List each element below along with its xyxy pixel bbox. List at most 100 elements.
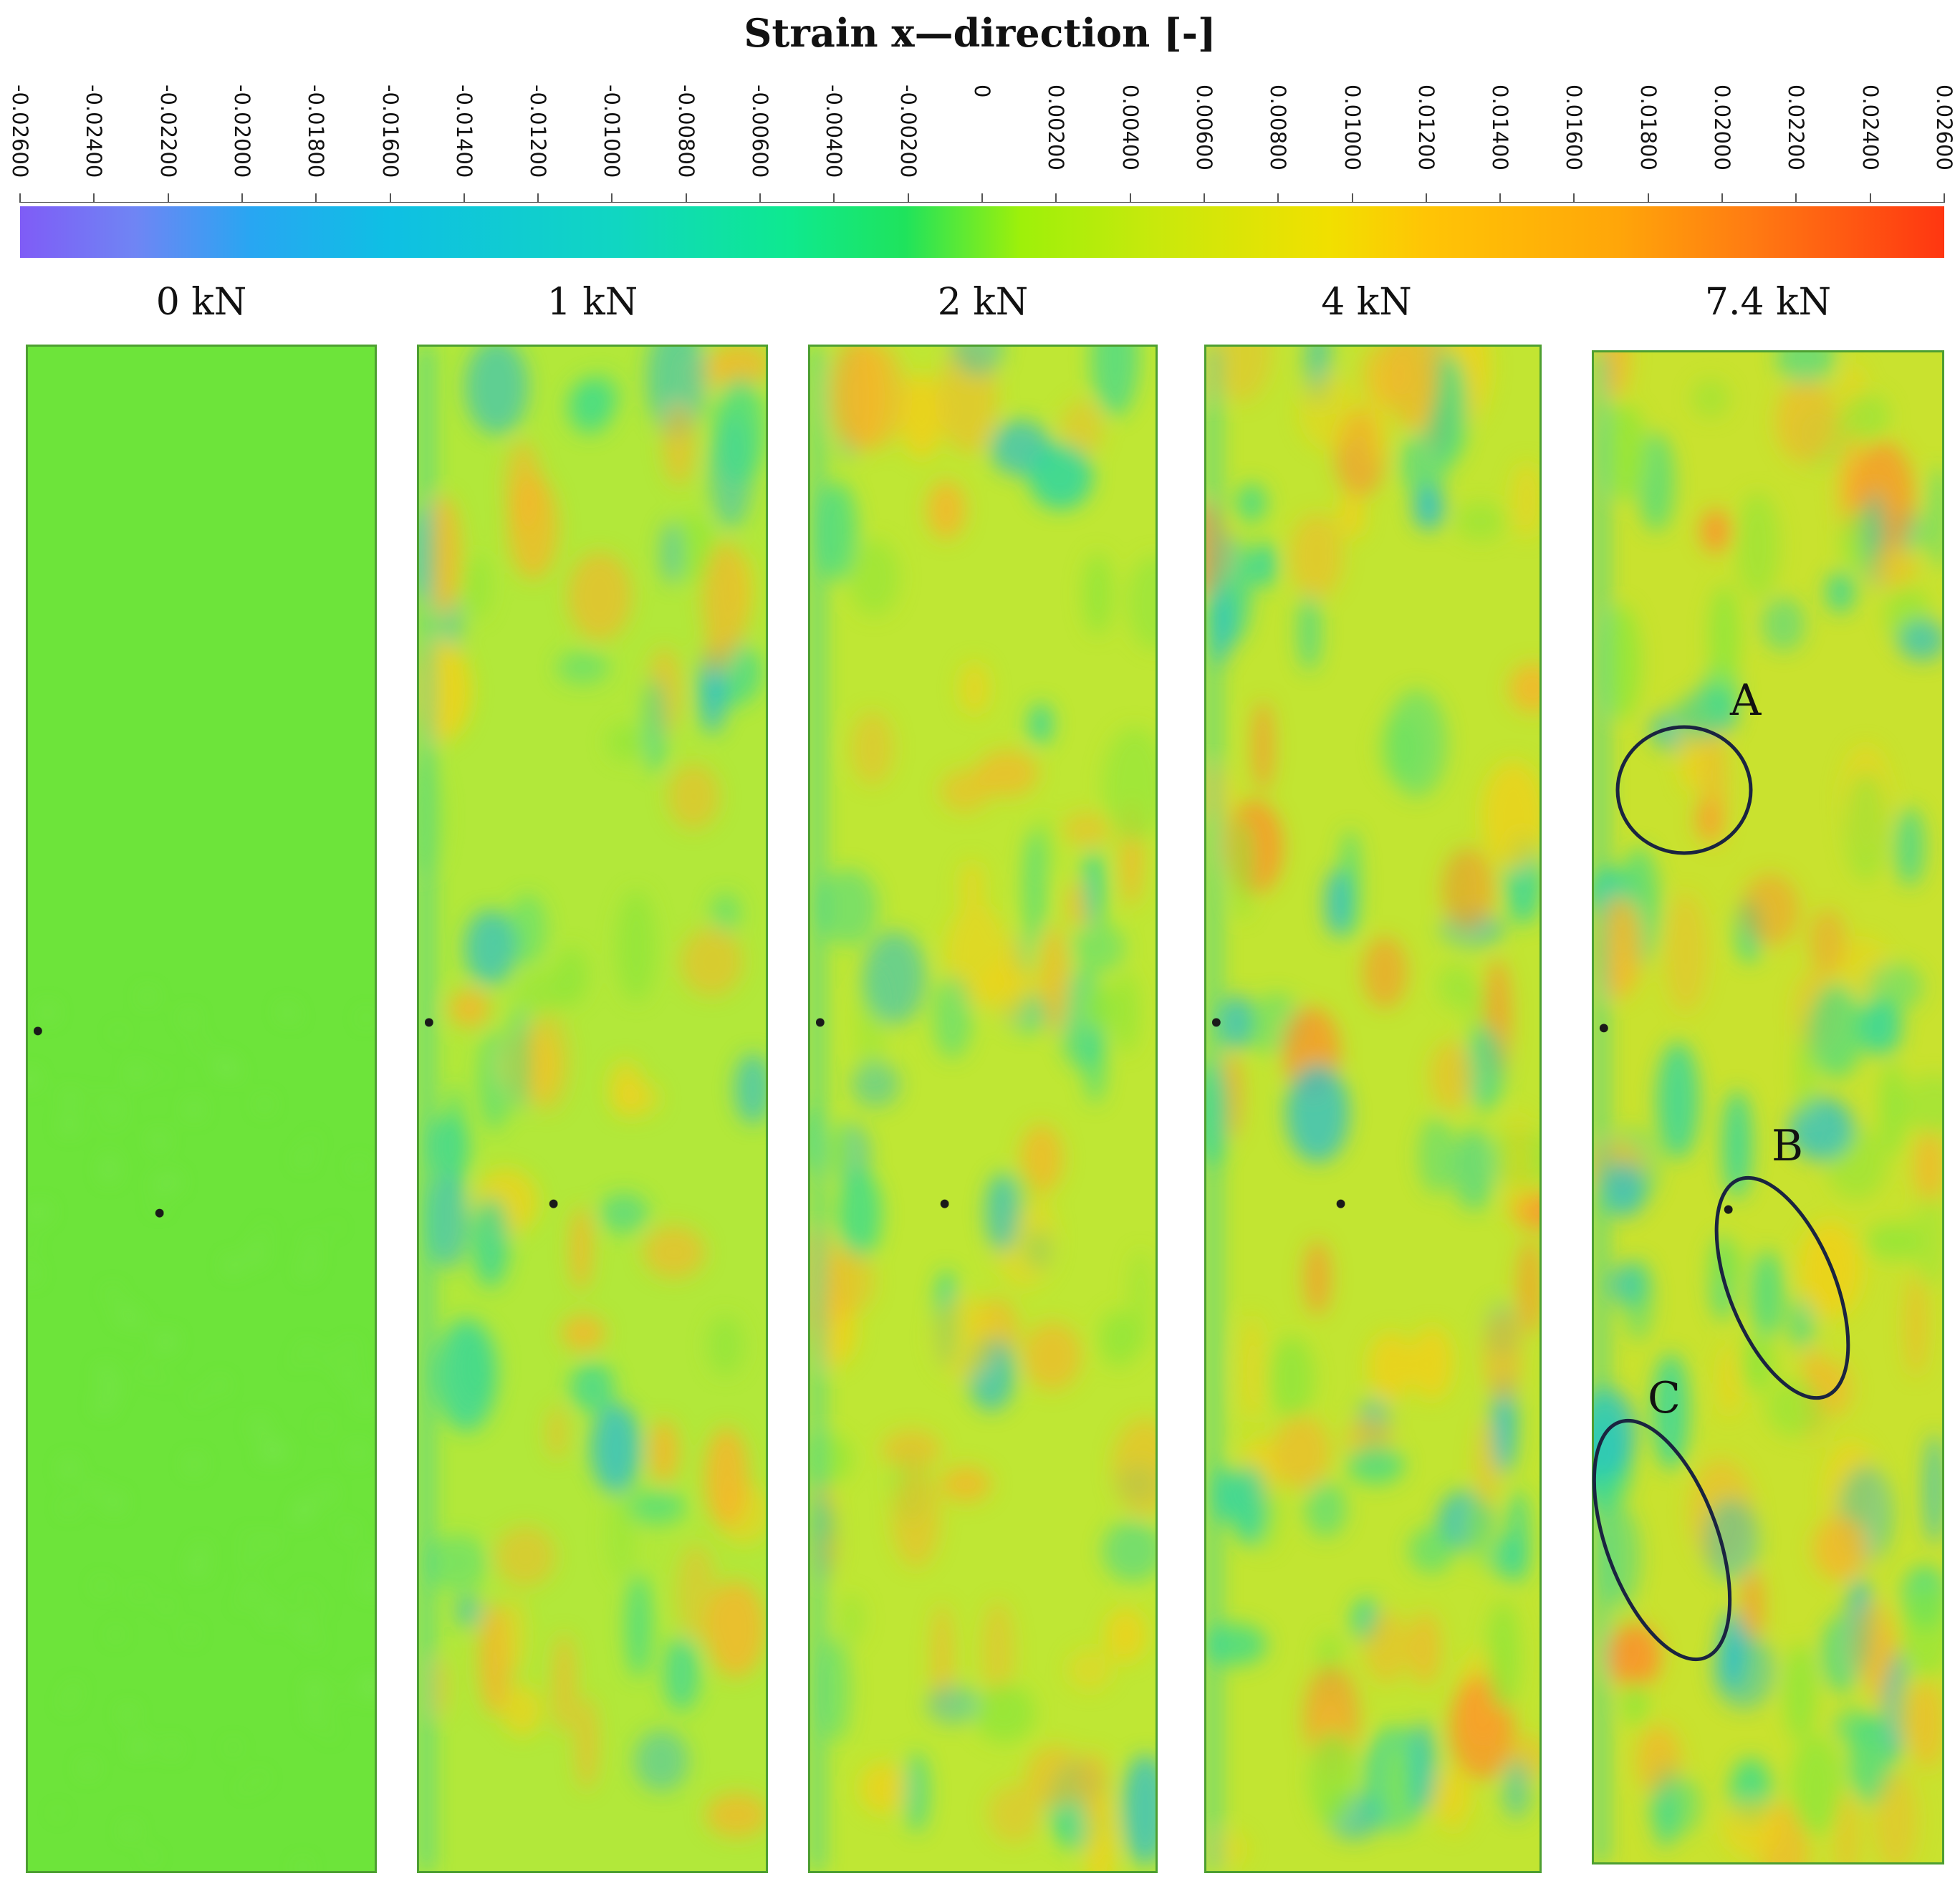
- speckle-dot: [62, 1118, 76, 1132]
- colorbar-tick-text: -0.02000: [229, 85, 254, 178]
- strain-blob: [1833, 1708, 1880, 1744]
- strain-blob: [1721, 1089, 1753, 1199]
- speckle-dot: [325, 1355, 335, 1363]
- colorbar-tick-text: 0: [970, 85, 994, 98]
- strain-blob: [667, 764, 720, 830]
- colorbar-tick-label: -0.02000: [228, 85, 256, 199]
- strain-blob: [1410, 1326, 1454, 1400]
- colorbar-tick-text: -0.01000: [600, 85, 625, 178]
- colorbar-tick-label: 0.00400: [1116, 85, 1145, 199]
- colorbar-tick-mark: [1351, 193, 1353, 203]
- strain-blob: [428, 1171, 469, 1269]
- colorbar-tick-label: 0.01200: [1412, 85, 1441, 199]
- colorbar-tick-label: -0.01000: [597, 85, 626, 199]
- strain-blob: [1924, 466, 1942, 569]
- strain-blob: [1102, 1519, 1156, 1582]
- colorbar-tick-mark: [907, 193, 909, 203]
- reference-marker: [33, 1026, 42, 1036]
- strain-blob: [1923, 1433, 1942, 1546]
- colorbar-tick-label: 0.01800: [1634, 85, 1663, 199]
- speckle-dot: [166, 1743, 177, 1754]
- strain-blob: [1775, 378, 1838, 463]
- speckle-dot: [362, 1678, 374, 1690]
- strain-blob: [1361, 347, 1414, 406]
- strain-blob: [851, 1061, 900, 1108]
- strain-blobs: [28, 991, 375, 1871]
- strain-blob: [1023, 829, 1046, 945]
- colorbar-tick-text: 0.02000: [1710, 85, 1735, 170]
- strain-blob: [556, 650, 610, 685]
- strain-blob: [577, 373, 621, 419]
- speckle-dot: [28, 1238, 34, 1246]
- strain-blob: [1741, 1569, 1764, 1644]
- colorbar-tick-label: 0.01600: [1560, 85, 1588, 199]
- speckle-dot: [343, 1371, 354, 1382]
- speckle-dot: [308, 1683, 321, 1696]
- strain-blob: [734, 1053, 766, 1125]
- speckle-dot: [116, 1120, 122, 1126]
- colorbar-tick-mark: [1425, 193, 1427, 203]
- strain-blob: [607, 1486, 635, 1581]
- strain-blob: [1451, 1128, 1496, 1211]
- strain-blob: [840, 1593, 864, 1645]
- speckle-dot: [103, 1168, 115, 1180]
- strain-blob: [1122, 1753, 1156, 1866]
- speckle-dot: [267, 1618, 275, 1626]
- strain-blob: [1815, 1360, 1852, 1418]
- strain-blob: [940, 769, 991, 813]
- strain-blob: [1236, 483, 1267, 523]
- strain-blob: [426, 1534, 489, 1592]
- strain-blob: [429, 1656, 450, 1718]
- strain-blob: [1656, 1041, 1699, 1160]
- strain-blob: [1798, 1221, 1862, 1319]
- strain-blob: [472, 1197, 509, 1288]
- strain-blob: [818, 481, 858, 582]
- reference-marker: [1724, 1205, 1733, 1214]
- speckle-dot: [143, 1367, 152, 1376]
- strain-blob: [863, 930, 926, 1025]
- strain-blob: [903, 1751, 929, 1833]
- colorbar-tick-mark: [19, 193, 21, 203]
- speckle-dot: [64, 1092, 76, 1105]
- speckle-dot: [345, 1344, 355, 1352]
- strain-blob: [561, 1314, 605, 1352]
- speckle-dot: [55, 1810, 61, 1816]
- strain-blob: [1304, 1240, 1332, 1316]
- strain-blob: [663, 1635, 700, 1711]
- strain-blob: [1865, 1223, 1922, 1260]
- strain-blob: [625, 1574, 652, 1678]
- speckle-dot: [123, 1709, 133, 1720]
- speckle-dot: [322, 1488, 332, 1499]
- strain-blob: [1023, 1322, 1082, 1390]
- strain-blob: [710, 892, 741, 935]
- strain-blob: [1090, 347, 1140, 417]
- colorbar-tick-mark: [759, 193, 762, 203]
- strain-blob: [1112, 1418, 1156, 1516]
- strain-blob: [1762, 597, 1805, 652]
- strain-blob: [1464, 1026, 1505, 1110]
- speckle-dot: [297, 1620, 309, 1632]
- colorbar-tick-text: -0.00400: [822, 85, 847, 178]
- colorbar-tick-mark: [611, 193, 613, 203]
- reference-marker: [424, 1018, 433, 1027]
- strain-blob: [1712, 1632, 1775, 1710]
- colorbar-tick-mark: [1795, 193, 1797, 203]
- speckle-dot: [143, 991, 153, 1001]
- panel-title-1: 1 kN: [547, 281, 638, 324]
- strain-blob: [1408, 1611, 1441, 1686]
- speckle-dot: [266, 1606, 273, 1613]
- strain-blob: [976, 749, 1039, 797]
- strain-blob: [1850, 1600, 1900, 1688]
- strain-blob: [1825, 571, 1855, 614]
- speckle-dot: [294, 1512, 304, 1522]
- strain-blob: [494, 1525, 556, 1587]
- speckle-dot: [301, 1267, 310, 1276]
- strain-blob: [1028, 443, 1093, 510]
- strain-blob: [1502, 1758, 1531, 1819]
- strain-blob: [436, 1318, 497, 1432]
- speckle-dot: [340, 1524, 345, 1529]
- strain-blob: [1812, 1516, 1868, 1581]
- speckle-dot: [352, 1446, 364, 1459]
- strain-blob: [984, 1173, 1020, 1252]
- panel-title-0: 0 kN: [155, 281, 247, 324]
